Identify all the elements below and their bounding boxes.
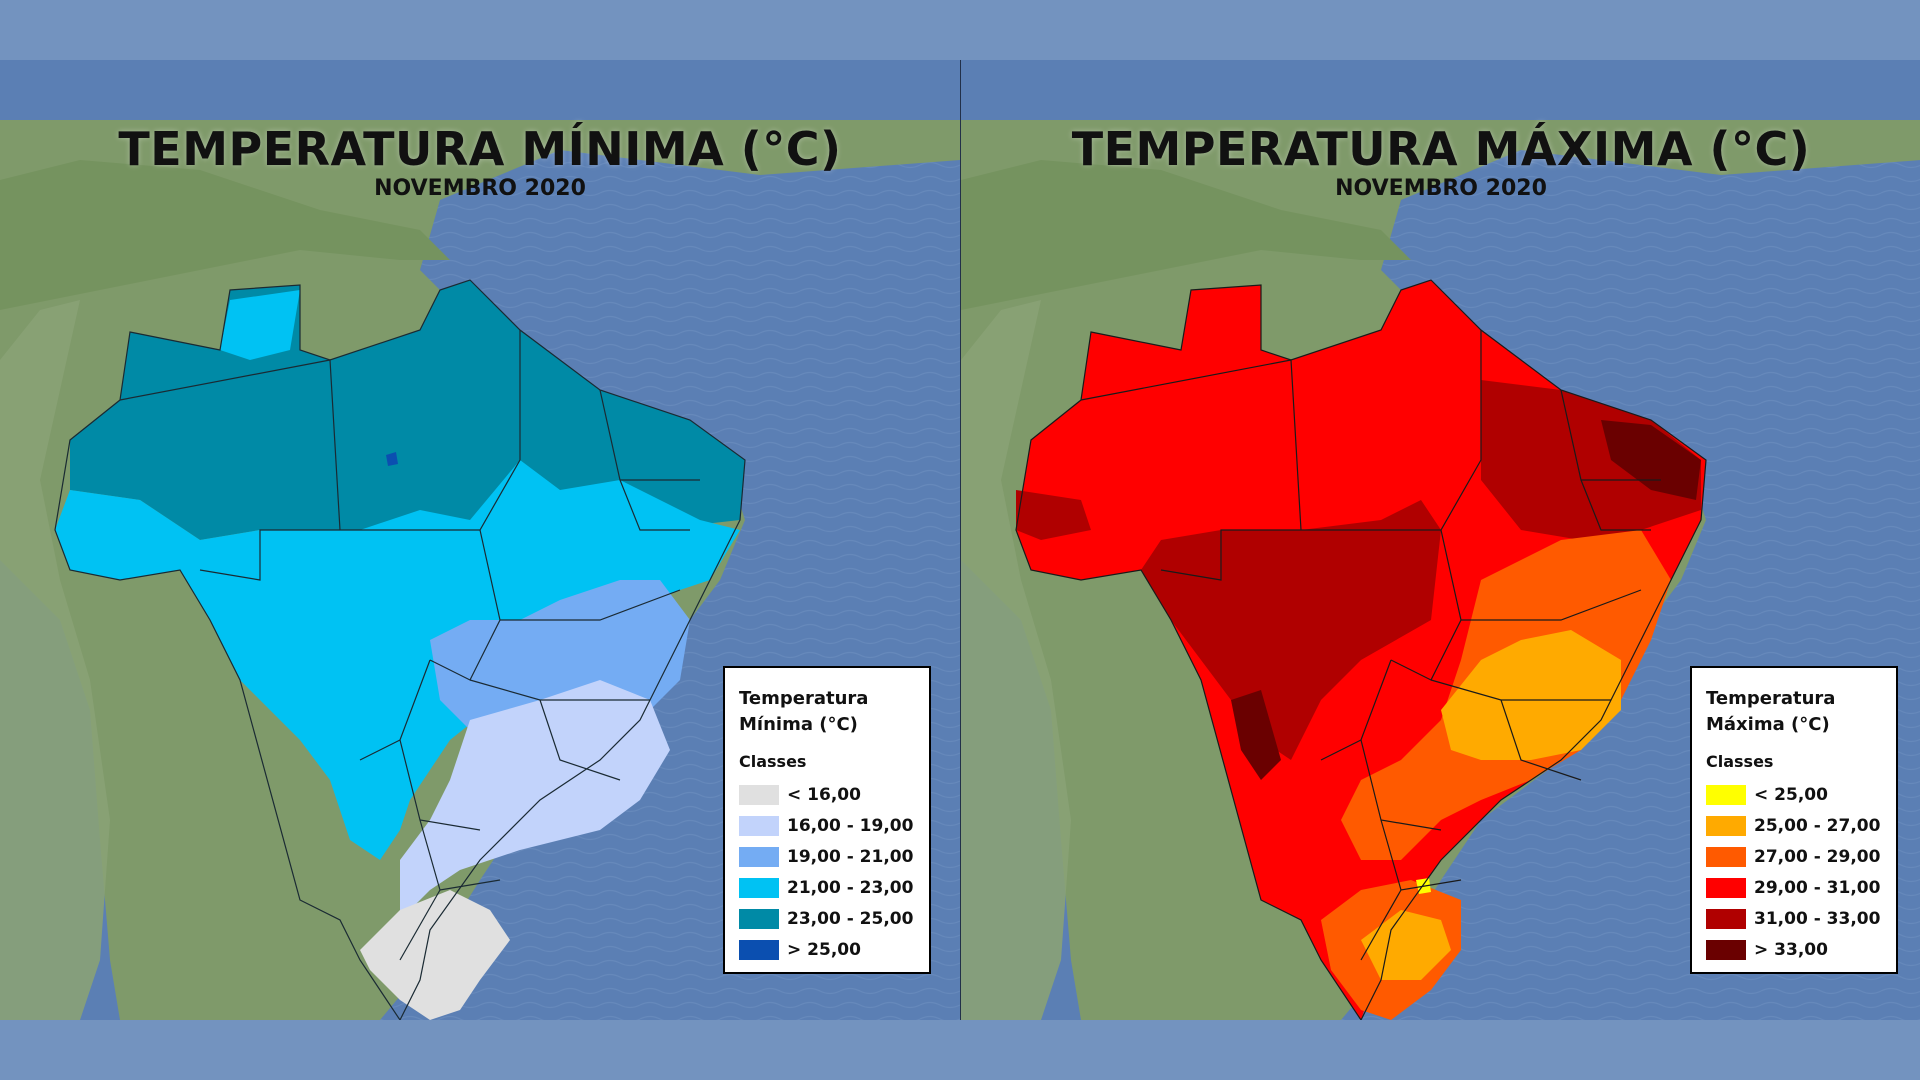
legend-title: Temperatura Mínima (°C) xyxy=(739,686,889,738)
legend-label: > 25,00 xyxy=(787,939,861,960)
legend-swatch xyxy=(739,784,779,805)
legend-swatch xyxy=(1706,908,1746,929)
legend-label: 19,00 - 21,00 xyxy=(787,846,914,867)
legend-label: 25,00 - 27,00 xyxy=(1754,815,1881,836)
legend-row: > 25,00 xyxy=(739,934,915,965)
legend-row: 29,00 - 31,00 xyxy=(1706,872,1882,903)
legend-label: > 33,00 xyxy=(1754,939,1828,960)
legend-swatch xyxy=(739,846,779,867)
legend-swatch xyxy=(1706,784,1746,805)
state-borders xyxy=(1015,279,1707,1020)
legend-row: > 33,00 xyxy=(1706,934,1882,965)
legend-title-line2: Máxima (°C) xyxy=(1706,714,1830,735)
legend-swatch xyxy=(1706,939,1746,960)
region-21-23 xyxy=(55,460,740,860)
legend-max: Temperatura Máxima (°C) Classes < 25,00 … xyxy=(1690,666,1898,974)
region-31-33 xyxy=(1141,500,1441,760)
legend-swatch xyxy=(739,815,779,836)
legend-title-line1: Temperatura xyxy=(1706,688,1836,709)
legend-label: 29,00 - 31,00 xyxy=(1754,877,1881,898)
state-borders xyxy=(54,279,746,1020)
region-31-33-ne xyxy=(1481,380,1701,540)
min-temperature-map xyxy=(0,60,960,1020)
legend-label: 31,00 - 33,00 xyxy=(1754,908,1881,929)
north-coast-land xyxy=(0,160,450,310)
region-16-19 xyxy=(400,680,670,920)
brazil-min-regions xyxy=(55,280,745,1020)
map-panel-max: TEMPERATURA MÁXIMA (°C) NOVEMBRO 2020 Te… xyxy=(961,60,1920,1020)
legend-classes-label: Classes xyxy=(739,752,807,771)
region-over-25-spot xyxy=(386,452,398,466)
panel-title-min: TEMPERATURA MÍNIMA (°C) xyxy=(118,122,842,176)
legend-row: 23,00 - 25,00 xyxy=(739,903,915,934)
andes-relief xyxy=(0,300,110,1020)
legend-title-line1: Temperatura xyxy=(739,688,869,709)
region-over-33-sw xyxy=(1231,690,1281,780)
legend-swatch xyxy=(739,877,779,898)
region-over-33 xyxy=(1601,420,1701,500)
legend-label: 27,00 - 29,00 xyxy=(1754,846,1881,867)
region-25-27-south xyxy=(1361,910,1451,980)
legend-label: < 25,00 xyxy=(1754,784,1828,805)
legend-row: < 16,00 xyxy=(739,779,915,810)
region-21-23-north xyxy=(220,290,300,360)
legend-row: 31,00 - 33,00 xyxy=(1706,903,1882,934)
legend-label: 23,00 - 25,00 xyxy=(787,908,914,929)
legend-label: 16,00 - 19,00 xyxy=(787,815,914,836)
legend-swatch xyxy=(739,939,779,960)
panel-subtitle-min: NOVEMBRO 2020 xyxy=(374,176,586,201)
panel-subtitle-max: NOVEMBRO 2020 xyxy=(1335,176,1547,201)
panel-title-max: TEMPERATURA MÁXIMA (°C) xyxy=(1071,122,1811,176)
legend-swatch xyxy=(1706,846,1746,867)
brazil-max-regions xyxy=(1016,280,1706,1020)
andes-relief xyxy=(961,300,1071,1020)
legend-min: Temperatura Mínima (°C) Classes < 16,00 … xyxy=(723,666,931,974)
legend-row: 21,00 - 23,00 xyxy=(739,872,915,903)
legend-label: < 16,00 xyxy=(787,784,861,805)
legend-swatch xyxy=(739,908,779,929)
legend-row: 27,00 - 29,00 xyxy=(1706,841,1882,872)
north-coast-land xyxy=(961,160,1411,310)
legend-swatch xyxy=(1706,877,1746,898)
legend-row: 19,00 - 21,00 xyxy=(739,841,915,872)
legend-swatch xyxy=(1706,815,1746,836)
legend-row: 25,00 - 27,00 xyxy=(1706,810,1882,841)
legend-row: < 25,00 xyxy=(1706,779,1882,810)
legend-classes-label: Classes xyxy=(1706,752,1774,771)
panel-divider xyxy=(960,60,961,1020)
legend-title: Temperatura Máxima (°C) xyxy=(1706,686,1856,738)
region-31-33-west xyxy=(1016,490,1091,540)
map-panel-min: TEMPERATURA MÍNIMA (°C) NOVEMBRO 2020 Te… xyxy=(0,60,960,1020)
region-under-16 xyxy=(360,890,510,1020)
region-25-27 xyxy=(1441,630,1621,760)
legend-label: 21,00 - 23,00 xyxy=(787,877,914,898)
legend-title-line2: Mínima (°C) xyxy=(739,714,858,735)
legend-row: 16,00 - 19,00 xyxy=(739,810,915,841)
